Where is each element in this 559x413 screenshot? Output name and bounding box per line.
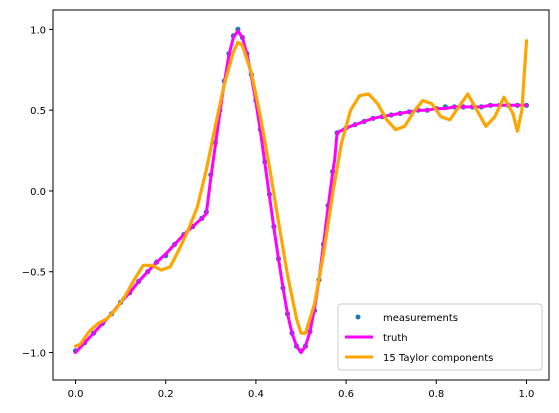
taylor-line bbox=[73, 39, 529, 348]
x-tick-label: 0.6 bbox=[338, 389, 354, 400]
y-tick-label: −1.0 bbox=[22, 349, 46, 360]
legend: measurements truth 15 Taylor components bbox=[337, 303, 543, 371]
x-tick-label: 1.0 bbox=[519, 389, 535, 400]
axes: 0.0 0.2 0.4 0.6 0.8 1.0 −1.0 −0.5 0.0 0.5 1.0 bbox=[22, 25, 535, 400]
x-tick-label: 0.4 bbox=[248, 389, 264, 400]
y-tick-label: 0.5 bbox=[30, 106, 46, 117]
legend-box bbox=[337, 303, 543, 371]
plot-area bbox=[72, 26, 530, 354]
legend-label-measurements: measurements bbox=[383, 313, 458, 324]
legend-label-taylor: 15 Taylor components bbox=[383, 353, 493, 364]
y-tick-label: 1.0 bbox=[30, 25, 46, 36]
x-tick-label: 0.0 bbox=[68, 389, 84, 400]
legend-label-truth: truth bbox=[383, 333, 408, 344]
legend-marker-measurements bbox=[355, 314, 361, 320]
y-tick-label: 0.0 bbox=[30, 187, 46, 198]
y-tick-label: −0.5 bbox=[22, 268, 46, 279]
axes-frame bbox=[52, 9, 550, 381]
x-tick-label: 0.8 bbox=[428, 389, 444, 400]
truth-line bbox=[74, 29, 528, 354]
x-tick-label: 0.2 bbox=[158, 389, 174, 400]
